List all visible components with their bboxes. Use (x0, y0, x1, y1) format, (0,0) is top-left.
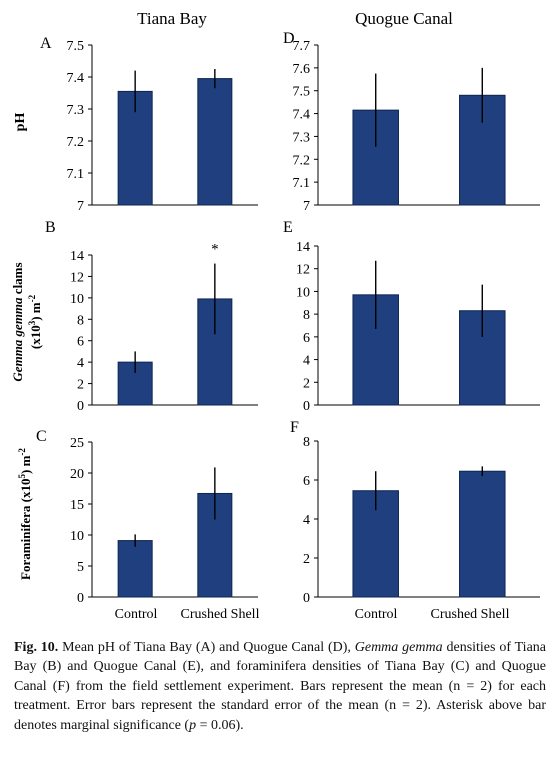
y-tick-label-d-4: 7.4 (293, 108, 311, 123)
y-tick-label-c-5: 25 (70, 436, 84, 451)
ylabel-foraminifera: Foraminifera (x105) m-2 (17, 448, 33, 580)
xlabel-crushed-shell-right: Crushed Shell (431, 607, 510, 622)
y-tick-label-f-2: 4 (303, 513, 310, 528)
y-tick-label-e-4: 8 (303, 308, 310, 323)
y-tick-label-d-1: 7.1 (293, 176, 311, 191)
figure-caption: Fig. 10. Mean pH of Tiana Bay (A) and Qu… (14, 638, 546, 735)
y-tick-label-b-0: 0 (77, 399, 84, 414)
caption-italic-species: Gemma gemma (354, 640, 443, 655)
ylabel-gemma-unit-exp2: -2 (27, 294, 37, 302)
y-tick-label-e-3: 6 (303, 331, 310, 346)
ylabel-foram-exp: 5 (17, 473, 27, 478)
caption-text-2: densities of Tiana Bay (B) and Quogue Ca… (14, 640, 546, 733)
ylabel-gemma-unit-exp: 3 (27, 320, 37, 325)
y-tick-label-e-2: 4 (303, 354, 310, 369)
xlabel-crushed-shell-left: Crushed Shell (181, 607, 260, 622)
y-tick-label-f-3: 6 (303, 474, 310, 489)
y-tick-label-f-4: 8 (303, 435, 310, 450)
y-tick-label-d-5: 7.5 (293, 85, 311, 100)
y-tick-label-e-1: 2 (303, 376, 310, 391)
y-tick-label-d-6: 7.6 (293, 62, 311, 77)
y-tick-label-a-2: 7.2 (67, 135, 85, 150)
caption-text-3: = 0.06). (196, 717, 244, 733)
panel-letter-b: B (45, 219, 56, 236)
y-tick-label-a-1: 7.1 (67, 167, 85, 182)
ylabel-gemma-units: (x103) m-2 (27, 294, 43, 349)
y-tick-label-d-2: 7.2 (293, 153, 311, 168)
ylabel-gemma-italic: Gemma gemma (10, 297, 25, 382)
panel-letter-d: D (283, 30, 295, 47)
y-tick-label-c-1: 5 (77, 560, 84, 575)
y-tick-label-a-0: 7 (77, 199, 84, 214)
y-tick-label-d-7: 7.7 (293, 39, 311, 54)
y-tick-label-a-5: 7.5 (67, 39, 85, 54)
significance-asterisk-b: * (211, 242, 219, 258)
y-tick-label-b-7: 14 (70, 249, 84, 264)
y-tick-label-b-4: 8 (77, 313, 84, 328)
ylabel-ph: pH (13, 113, 28, 132)
ylabel-foram-a: Foraminifera (x10 (18, 478, 33, 579)
bar-c-control (117, 540, 153, 598)
y-tick-label-b-5: 10 (70, 292, 84, 307)
bar-f-crushed-shell (459, 470, 506, 598)
y-tick-label-c-3: 15 (70, 498, 84, 513)
bar-a-crushed-shell (197, 78, 233, 206)
y-tick-label-b-6: 12 (70, 270, 84, 285)
y-tick-label-b-1: 2 (77, 378, 84, 393)
ylabel-gemma-unit-b: ) m (28, 302, 43, 321)
y-tick-label-c-4: 20 (70, 467, 84, 482)
y-tick-label-e-0: 0 (303, 399, 310, 414)
y-tick-label-b-3: 6 (77, 335, 84, 350)
y-tick-label-e-6: 12 (296, 263, 310, 278)
caption-text-1: Mean pH of Tiana Bay (A) and Quogue Cana… (58, 640, 355, 655)
y-tick-label-a-3: 7.3 (67, 103, 85, 118)
ylabel-gemma-unit-a: (x10 (28, 325, 43, 349)
y-tick-label-c-2: 10 (70, 529, 84, 544)
y-tick-label-c-0: 0 (77, 591, 84, 606)
y-tick-label-b-2: 4 (77, 356, 84, 371)
y-tick-label-d-3: 7.3 (293, 130, 311, 145)
y-tick-label-f-1: 2 (303, 552, 310, 567)
caption-italic-p: p (189, 717, 197, 733)
ylabel-gemma: Gemma gemma clams (10, 262, 25, 381)
caption-fig-label: Fig. 10. (14, 640, 59, 655)
panel-letter-a: A (40, 35, 52, 52)
panel-letter-c: C (36, 428, 47, 445)
ylabel-gemma-rest: clams (10, 262, 25, 297)
xlabel-control-right: Control (355, 607, 398, 622)
y-tick-label-a-4: 7.4 (67, 71, 85, 86)
y-tick-label-e-7: 14 (296, 240, 310, 255)
bar-f-control (352, 490, 399, 598)
panel-letter-f: F (290, 419, 299, 436)
figure-panels: Tiana Bay Quogue Canal pH Gemma gemma cl… (10, 9, 540, 622)
ylabel-foram-b: ) m (18, 455, 33, 474)
ylabel-foram-exp2: -2 (17, 448, 27, 456)
panel-letter-e: E (283, 219, 293, 236)
xlabel-control-left: Control (115, 607, 158, 622)
column-title-tiana-bay: Tiana Bay (137, 9, 207, 28)
y-tick-label-d-0: 7 (303, 199, 310, 214)
y-tick-label-e-5: 10 (296, 285, 310, 300)
column-title-quogue-canal: Quogue Canal (355, 9, 453, 28)
y-tick-label-f-0: 0 (303, 591, 310, 606)
